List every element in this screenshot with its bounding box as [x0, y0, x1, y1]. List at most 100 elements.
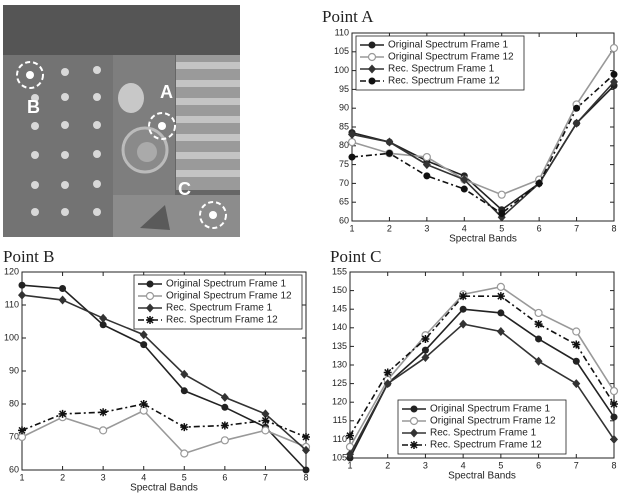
x-tick-label: 4 [141, 472, 146, 482]
bottom-area [113, 195, 240, 237]
y-tick-label: 145 [332, 304, 347, 314]
x-tick-label: 5 [499, 223, 504, 233]
legend-label: Original Spectrum Frame 1 [430, 404, 550, 415]
x-axis-label: Spectral Bands [449, 234, 517, 245]
legend-marker [368, 41, 376, 49]
x-tick-label: 1 [347, 460, 352, 470]
marker [383, 379, 392, 389]
legend-marker [410, 428, 418, 438]
marker [58, 409, 67, 418]
marker [99, 426, 108, 435]
legend-marker [367, 52, 377, 62]
series-line [349, 295, 615, 437]
series-line [349, 308, 615, 459]
y-tick-label: 90 [339, 103, 349, 113]
y-tick-label: 140 [332, 322, 347, 332]
probe-rings [16, 61, 227, 229]
y-tick-label: 110 [5, 299, 19, 309]
x-tick-label: 3 [423, 460, 428, 470]
legend-marker [146, 303, 154, 313]
y-tick-label: 105 [332, 452, 347, 462]
series-line [21, 294, 307, 451]
marker [573, 104, 581, 112]
stripes [176, 62, 240, 177]
y-tick-label: 80 [339, 140, 349, 150]
y-tick-label: 130 [332, 359, 347, 369]
marker [348, 130, 356, 140]
series-line [21, 403, 307, 438]
marker [180, 369, 189, 379]
probe-label: B [27, 97, 40, 117]
marker [302, 445, 310, 455]
marker [610, 70, 618, 78]
triangle [140, 205, 170, 230]
marker [609, 386, 619, 396]
marker [180, 387, 188, 395]
x-tick-label: 6 [537, 223, 542, 233]
x-tick-label: 5 [498, 460, 503, 470]
legend-label: Rec. Spectrum Frame 12 [388, 76, 500, 87]
marker [221, 403, 229, 411]
series-line [21, 409, 307, 455]
y-tick-label: 105 [334, 46, 349, 56]
marker [17, 432, 27, 442]
photo-top [3, 5, 240, 55]
marker [385, 149, 393, 157]
series-line [349, 286, 615, 448]
marker [460, 175, 469, 185]
marker [422, 152, 431, 162]
marker [261, 426, 270, 435]
marker [18, 290, 26, 300]
x-tick-label: 1 [349, 223, 354, 233]
marker [180, 449, 189, 458]
marker [58, 295, 67, 305]
x-tick-label: 8 [611, 460, 616, 470]
marker [383, 368, 392, 377]
marker [18, 281, 26, 289]
x-tick-label: 3 [101, 472, 106, 482]
probe-dots [26, 71, 217, 219]
marker [535, 335, 543, 343]
marker [99, 313, 108, 323]
marker [261, 409, 270, 419]
marker [610, 77, 618, 87]
y-tick-label: 90 [9, 365, 19, 375]
x-axis-label: Spectral Bands [448, 471, 516, 482]
marker [302, 466, 310, 474]
legend-label: Original Spectrum Frame 12 [430, 416, 556, 427]
marker [572, 379, 581, 389]
marker [497, 309, 505, 317]
marker [572, 118, 581, 128]
legend-label: Rec. Spectrum Frame 1 [430, 428, 537, 439]
marker [459, 292, 468, 301]
x-tick-label: 2 [60, 472, 65, 482]
y-tick-label: 110 [335, 27, 349, 37]
marker [534, 356, 543, 366]
marker [535, 179, 543, 187]
legend-label: Original Spectrum Frame 1 [388, 40, 508, 51]
series-line [351, 81, 615, 219]
marker [139, 400, 148, 408]
y-tick-label: 120 [4, 266, 19, 276]
y-tick-label: 70 [9, 431, 19, 441]
marker [610, 400, 618, 409]
x-tick-label: 7 [574, 223, 579, 233]
marker [180, 423, 189, 432]
marker [220, 421, 229, 430]
x-tick-label: 6 [222, 472, 227, 482]
legend-label: Rec. Spectrum Frame 12 [430, 440, 542, 451]
x-tick-label: 3 [424, 223, 429, 233]
y-tick-label: 100 [4, 332, 19, 342]
y-tick-label: 135 [332, 341, 347, 351]
y-tick-label: 60 [339, 215, 349, 225]
marker [496, 327, 505, 337]
legend-marker [410, 405, 418, 413]
marker [261, 416, 270, 425]
y-tick-label: 110 [333, 434, 347, 444]
x-tick-label: 2 [387, 223, 392, 233]
x-tick-label: 1 [19, 472, 24, 482]
x-tick-label: 4 [461, 460, 466, 470]
marker [140, 341, 148, 349]
marker [421, 334, 430, 343]
series-line [351, 73, 615, 215]
